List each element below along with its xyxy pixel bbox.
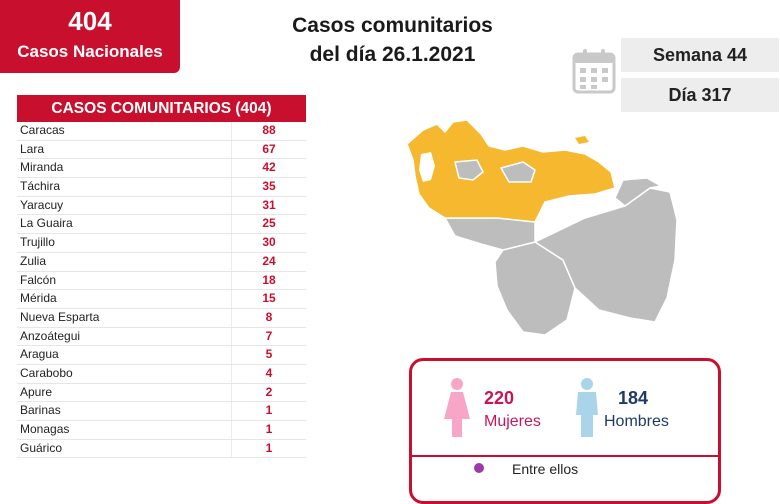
table-row: Falcón 18 xyxy=(17,271,306,291)
state-name: Anzoátegui xyxy=(20,328,81,343)
table-row: Trujillo 30 xyxy=(17,234,306,253)
state-name: Falcón xyxy=(20,272,57,287)
state-name: Monagas xyxy=(20,422,70,436)
table-row: La Guaira 25 xyxy=(17,215,306,235)
table-row: Barinas 1 xyxy=(17,402,306,421)
title-line-1: Casos comunitarios xyxy=(292,14,493,37)
state-case-count: 24 xyxy=(231,252,306,271)
week-number: Semana 44 xyxy=(621,38,779,72)
page-title: Casos comunitarios del día 26.1.2021 xyxy=(250,11,535,69)
state-case-count: 88 xyxy=(231,122,306,140)
map-region-apure xyxy=(443,217,536,251)
table-header: CASOS COMUNITARIOS (404) xyxy=(17,95,306,122)
national-cases-label: Casos Nacionales xyxy=(17,42,163,61)
gender-separator xyxy=(412,455,718,457)
table-row: Mérida 15 xyxy=(17,290,306,309)
map-region-central xyxy=(499,161,536,183)
table-row: Miranda 42 xyxy=(17,159,306,179)
state-case-count: 1 xyxy=(231,402,306,420)
female-person-icon xyxy=(444,378,470,437)
table-row: Yaracuy 31 xyxy=(17,196,306,216)
national-cases-count: 404 xyxy=(68,6,112,36)
venezuela-map xyxy=(406,119,678,336)
state-name: Guárico xyxy=(20,440,63,455)
state-case-count: 42 xyxy=(231,159,306,178)
calendar-icon xyxy=(572,49,616,94)
state-case-count: 18 xyxy=(231,271,306,290)
table-row: Zulia 24 xyxy=(17,252,306,272)
table-row: Anzoátegui 7 xyxy=(17,327,306,347)
state-name: Barinas xyxy=(20,403,61,418)
community-cases-table: CASOS COMUNITARIOS (404) Caracas 88 Lara 67… xyxy=(17,95,306,459)
state-name: Aragua xyxy=(20,347,59,362)
women-label: Mujeres xyxy=(484,413,541,430)
state-case-count: 2 xyxy=(231,383,306,402)
map-region-margarita xyxy=(575,136,589,144)
state-name: Caracas xyxy=(20,123,65,137)
state-name: Nueva Esparta xyxy=(20,309,100,324)
state-case-count: 4 xyxy=(231,364,306,383)
table-row: Guárico 1 xyxy=(17,439,306,459)
state-case-count: 8 xyxy=(231,308,306,327)
title-line-2: del día 26.1.2021 xyxy=(309,43,476,66)
state-case-count: 67 xyxy=(231,140,306,159)
table-body: Caracas 88 Lara 67 Miranda 42 Táchira 35 Yaracuy… xyxy=(17,122,306,459)
table-row: Apure 2 xyxy=(17,383,306,403)
state-name: Mérida xyxy=(20,291,57,306)
women-count: 220 xyxy=(484,388,515,408)
day-number: Día 317 xyxy=(621,78,779,112)
table-row: Carabobo 4 xyxy=(17,364,306,384)
entre-ellos-label: Entre ellos xyxy=(512,461,579,477)
state-name: La Guaira xyxy=(20,216,73,231)
state-name: Lara xyxy=(20,141,45,156)
map-region-lake-maracaibo xyxy=(419,152,435,182)
male-person-icon xyxy=(576,378,598,437)
state-name: Carabobo xyxy=(20,365,73,380)
map-region-lara xyxy=(454,159,484,181)
state-case-count: 5 xyxy=(231,346,306,364)
table-row: Nueva Esparta 8 xyxy=(17,308,306,328)
gender-panel: 220 Mujeres 184 Hombres Entre ellos xyxy=(409,358,721,504)
state-case-count: 30 xyxy=(231,234,306,252)
men-count: 184 xyxy=(618,388,649,408)
state-name: Zulia xyxy=(20,253,47,268)
table-row: Monagas 1 xyxy=(17,421,306,440)
state-case-count: 25 xyxy=(231,215,306,234)
table-row: Aragua 5 xyxy=(17,346,306,365)
state-name: Apure xyxy=(20,384,53,399)
state-case-count: 1 xyxy=(231,439,306,458)
state-case-count: 31 xyxy=(231,196,306,215)
state-case-count: 35 xyxy=(231,178,306,196)
national-cases-box: 404 Casos Nacionales xyxy=(0,0,180,73)
state-case-count: 15 xyxy=(231,290,306,308)
state-name: Miranda xyxy=(20,160,64,175)
state-name: Yaracuy xyxy=(20,197,64,212)
state-name: Trujillo xyxy=(20,235,55,250)
bullet-dot xyxy=(474,463,484,473)
table-row: Táchira 35 xyxy=(17,178,306,197)
state-case-count: 7 xyxy=(231,327,306,346)
state-name: Táchira xyxy=(20,179,61,194)
table-row: Caracas 88 xyxy=(17,122,306,141)
state-case-count: 1 xyxy=(231,421,306,439)
map-region-delta xyxy=(614,177,664,207)
table-row: Lara 67 xyxy=(17,140,306,160)
men-label: Hombres xyxy=(604,413,669,430)
